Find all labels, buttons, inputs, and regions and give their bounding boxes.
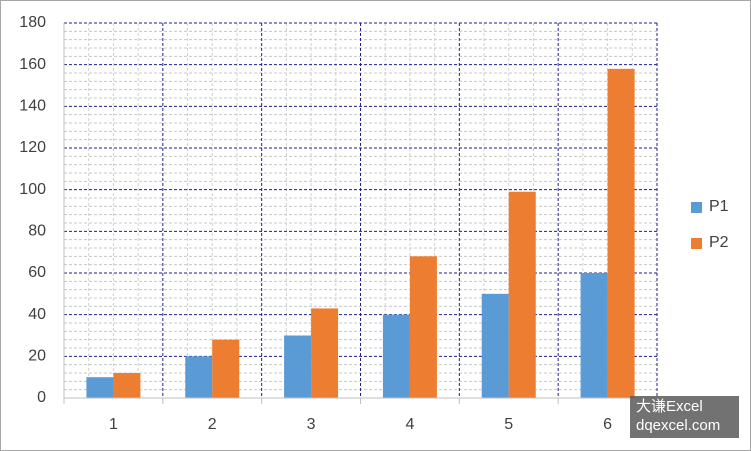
y-tick-label: 80 <box>28 223 46 240</box>
bar <box>607 68 635 398</box>
legend-swatch <box>691 238 702 249</box>
bar <box>212 339 240 398</box>
legend-label: P1 <box>709 198 729 215</box>
bar <box>311 308 339 398</box>
y-tick-label: 40 <box>28 306 46 323</box>
bar <box>580 273 608 398</box>
y-tick-label: 20 <box>28 348 46 365</box>
legend-swatch <box>691 202 702 213</box>
watermark-box <box>630 396 739 438</box>
y-tick-label: 100 <box>19 181 46 198</box>
watermark-text: dqexcel.com <box>636 417 720 434</box>
bar <box>86 377 114 398</box>
y-tick-label: 0 <box>37 389 46 406</box>
bar <box>481 293 509 398</box>
bar <box>508 191 536 398</box>
bar <box>113 373 141 398</box>
x-tick-label: 5 <box>504 416 513 433</box>
x-tick-label: 2 <box>208 416 217 433</box>
y-tick-label: 140 <box>19 98 46 115</box>
bar <box>185 356 213 398</box>
legend-label: P2 <box>709 234 729 251</box>
y-tick-label: 160 <box>19 56 46 73</box>
y-tick-label: 120 <box>19 139 46 156</box>
x-tick-label: 1 <box>109 416 118 433</box>
x-tick-label: 3 <box>307 416 316 433</box>
bar <box>382 314 410 398</box>
y-tick-label: 180 <box>19 14 46 31</box>
watermark-text: 大谦Excel <box>636 398 703 415</box>
bar <box>284 335 312 398</box>
x-tick-label: 4 <box>405 416 414 433</box>
x-tick-label: 6 <box>603 416 612 433</box>
y-tick-label: 60 <box>28 264 46 281</box>
bar <box>409 256 437 398</box>
